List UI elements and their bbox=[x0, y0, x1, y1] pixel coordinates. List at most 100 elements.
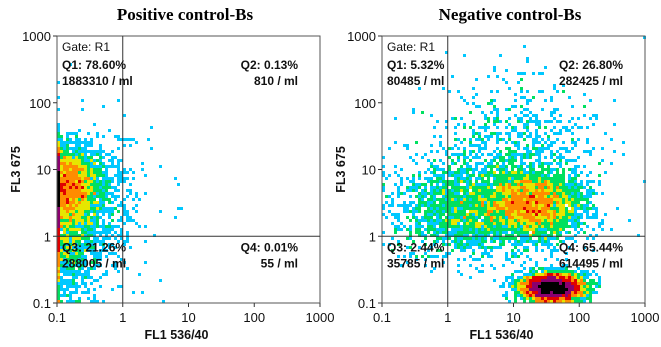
event-bin bbox=[577, 192, 580, 195]
event-bin bbox=[577, 216, 580, 219]
event-bin bbox=[120, 174, 123, 177]
event-bin bbox=[523, 273, 526, 276]
event-bin bbox=[463, 195, 466, 198]
event-bin bbox=[451, 201, 454, 204]
event-bin bbox=[96, 279, 99, 282]
event-bin bbox=[562, 297, 565, 300]
event-bin bbox=[90, 201, 93, 204]
event-bin bbox=[454, 180, 457, 183]
event-bin bbox=[559, 297, 562, 300]
event-bin bbox=[478, 177, 481, 180]
event-bin bbox=[78, 210, 81, 213]
event-bin bbox=[544, 126, 547, 129]
event-bin bbox=[117, 219, 120, 222]
event-bin bbox=[568, 231, 571, 234]
event-bin bbox=[502, 189, 505, 192]
event-bin bbox=[532, 177, 535, 180]
event-bin bbox=[496, 90, 499, 93]
event-bin bbox=[66, 180, 69, 183]
event-bin bbox=[517, 165, 520, 168]
event-bin bbox=[553, 198, 556, 201]
event-bin bbox=[520, 132, 523, 135]
event-bin bbox=[520, 111, 523, 114]
event-bin bbox=[481, 162, 484, 165]
event-bin bbox=[547, 168, 550, 171]
event-bin bbox=[75, 165, 78, 168]
event-bin bbox=[529, 171, 532, 174]
event-bin bbox=[60, 189, 63, 192]
event-bin bbox=[529, 156, 532, 159]
event-bin bbox=[135, 141, 138, 144]
event-bin bbox=[406, 177, 409, 180]
event-bin bbox=[526, 249, 529, 252]
event-bin bbox=[75, 132, 78, 135]
event-bin bbox=[565, 147, 568, 150]
event-bin bbox=[532, 210, 535, 213]
event-bin bbox=[72, 219, 75, 222]
event-bin bbox=[532, 291, 535, 294]
event-bin bbox=[574, 165, 577, 168]
event-bin bbox=[451, 171, 454, 174]
event-bin bbox=[445, 186, 448, 189]
event-bin bbox=[508, 258, 511, 261]
event-bin bbox=[111, 252, 114, 255]
event-bin bbox=[496, 168, 499, 171]
event-bin bbox=[508, 177, 511, 180]
event-bin bbox=[544, 213, 547, 216]
event-bin bbox=[490, 228, 493, 231]
event-bin bbox=[93, 240, 96, 243]
event-bin bbox=[574, 192, 577, 195]
event-bin bbox=[436, 249, 439, 252]
event-bin bbox=[517, 228, 520, 231]
event-bin bbox=[454, 222, 457, 225]
event-bin bbox=[469, 183, 472, 186]
event-bin bbox=[69, 273, 72, 276]
event-bin bbox=[72, 207, 75, 210]
event-bin bbox=[490, 237, 493, 240]
event-bin bbox=[394, 213, 397, 216]
event-bin bbox=[66, 141, 69, 144]
event-bin bbox=[520, 204, 523, 207]
event-bin bbox=[565, 126, 568, 129]
event-bin bbox=[580, 273, 583, 276]
event-bin bbox=[580, 297, 583, 300]
event-bin bbox=[523, 246, 526, 249]
event-bin bbox=[114, 195, 117, 198]
event-bin bbox=[433, 222, 436, 225]
event-bin bbox=[457, 195, 460, 198]
event-bin bbox=[556, 276, 559, 279]
event-bin bbox=[493, 207, 496, 210]
event-bin bbox=[541, 228, 544, 231]
event-bin bbox=[141, 168, 144, 171]
event-bin bbox=[466, 198, 469, 201]
event-bin bbox=[502, 168, 505, 171]
event-bin bbox=[541, 243, 544, 246]
event-bin bbox=[610, 228, 613, 231]
event-bin bbox=[586, 198, 589, 201]
event-bin bbox=[78, 285, 81, 288]
event-bin bbox=[463, 198, 466, 201]
event-bin bbox=[382, 156, 385, 159]
event-bin bbox=[538, 273, 541, 276]
event-bin bbox=[544, 192, 547, 195]
event-bin bbox=[81, 225, 84, 228]
event-bin bbox=[514, 177, 517, 180]
event-bin bbox=[409, 156, 412, 159]
event-bin bbox=[469, 231, 472, 234]
event-bin bbox=[60, 201, 63, 204]
event-bin bbox=[559, 279, 562, 282]
event-bin bbox=[63, 156, 66, 159]
event-bin bbox=[478, 216, 481, 219]
event-bin bbox=[541, 204, 544, 207]
event-bin bbox=[111, 210, 114, 213]
event-bin bbox=[592, 288, 595, 291]
event-bin bbox=[529, 135, 532, 138]
event-bin bbox=[592, 282, 595, 285]
event-bin bbox=[535, 147, 538, 150]
event-bin bbox=[496, 204, 499, 207]
event-bin bbox=[523, 195, 526, 198]
event-bin bbox=[502, 201, 505, 204]
event-bin bbox=[78, 150, 81, 153]
event-bin bbox=[66, 138, 69, 141]
event-bin bbox=[72, 228, 75, 231]
